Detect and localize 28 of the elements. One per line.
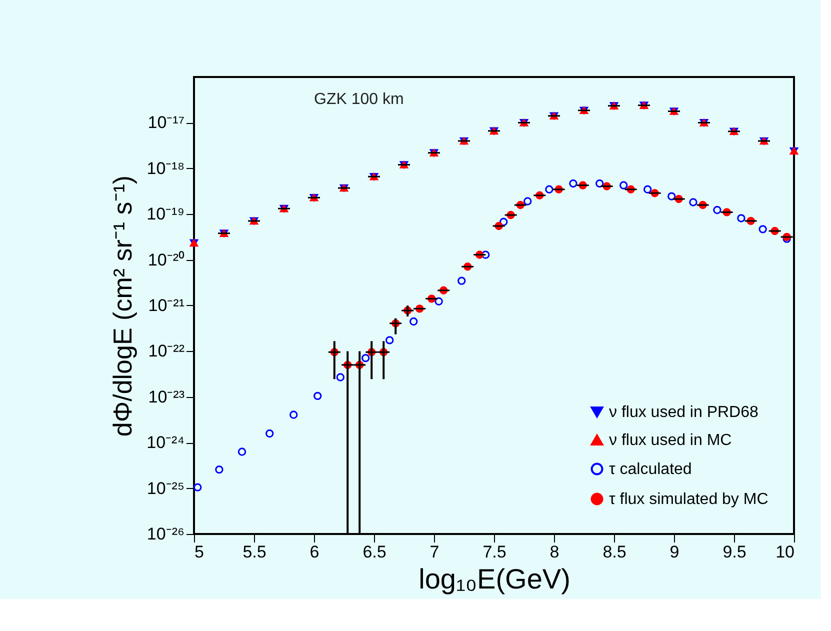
x-tick-label: 9: [670, 542, 680, 562]
x-tick-label: 6.5: [362, 542, 386, 562]
x-tick-label: 8: [550, 542, 560, 562]
x-tick-label: 5: [194, 542, 204, 562]
x-tick-label: 5.5: [242, 542, 266, 562]
x-tick-label: 8.5: [602, 542, 626, 562]
annotation: GZK 100 km: [314, 91, 404, 108]
y-tick-label: 10⁻²⁰: [148, 250, 184, 270]
y-tick-label: 10⁻²¹: [148, 296, 185, 315]
x-tick-label: 10: [776, 542, 794, 562]
y-tick-label: 10⁻²⁶: [146, 524, 184, 544]
legend-label: ν flux used in MC: [609, 432, 732, 449]
y-tick-label: 10⁻¹⁹: [146, 204, 184, 224]
x-tick-label: 6: [310, 542, 320, 562]
y-axis-title: dΦ/dlogE (cm² sr⁻¹ s⁻¹): [108, 175, 138, 437]
x-tick-label: 7: [430, 542, 440, 562]
x-tick-label: 7.5: [482, 542, 506, 562]
legend-label: τ calculated: [609, 461, 692, 478]
y-tick-label: 10⁻²³: [148, 387, 185, 406]
y-tick-label: 10⁻¹⁸: [146, 158, 184, 178]
x-tick-label: 9.5: [722, 542, 746, 562]
y-tick-label: 10⁻¹⁷: [148, 113, 184, 132]
x-axis-title: log₁₀E(GeV): [418, 564, 570, 594]
legend-label: τ flux simulated by MC: [609, 491, 768, 508]
y-tick-label: 10⁻²⁵: [146, 478, 184, 498]
legend-label: ν flux used in PRD68: [609, 404, 759, 421]
y-tick-label: 10⁻²⁴: [146, 433, 184, 452]
y-tick-label: 10⁻²²: [148, 342, 185, 361]
